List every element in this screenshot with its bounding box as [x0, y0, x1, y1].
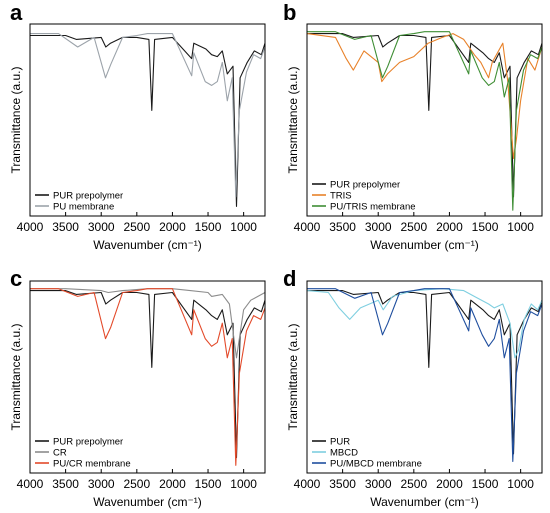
panel-a: a 4000 3500 3000 2500 2000 1500 1000 Wavenumber … [9, 0, 266, 252]
legend-label: PUR [330, 437, 350, 448]
x-tick-label: 1500 [472, 477, 499, 491]
x-tick-label: 2000 [159, 220, 186, 234]
legend-label: PUR prepolymer [53, 437, 123, 448]
x-tick-label: 2500 [123, 477, 150, 491]
x-tick-label: 3500 [329, 220, 356, 234]
series-line-2 [30, 288, 265, 466]
x-tick-label: 2500 [400, 477, 427, 491]
x-tick-label: 1500 [195, 477, 222, 491]
x-tick-label: 3500 [52, 477, 79, 491]
legend-label: PU/TRIS membrane [330, 202, 416, 213]
x-axis-title: Wavenumber (cm⁻¹) [370, 495, 479, 509]
x-tick-label: 3000 [365, 477, 392, 491]
plot-frame [29, 280, 266, 474]
y-axis-title: Transmittance (a.u.) [286, 324, 300, 431]
x-tick-label: 2000 [436, 477, 463, 491]
legend-label: PU membrane [53, 202, 114, 213]
x-tick-label: 2000 [436, 220, 463, 234]
x-tick-label: 3500 [52, 220, 79, 234]
y-axis-title: Transmittance (a.u.) [9, 67, 23, 174]
x-tick-label: 2500 [123, 220, 150, 234]
series-line-0 [30, 290, 265, 459]
x-tick-label: 1000 [230, 220, 257, 234]
x-axis-title: Wavenumber (cm⁻¹) [370, 238, 479, 252]
panel-d: d 4000 3500 3000 2500 2000 1500 1000 Wavenumber … [283, 266, 543, 509]
x-tick-label: 1000 [507, 220, 534, 234]
x-tick-label: 4000 [17, 220, 44, 234]
x-axis-title: Wavenumber (cm⁻¹) [93, 238, 202, 252]
series-line-1 [30, 33, 265, 198]
y-axis-title: Transmittance (a.u.) [9, 324, 23, 431]
series-line-0 [30, 34, 265, 207]
x-tick-label: 1500 [195, 220, 222, 234]
panel-letter: c [10, 266, 22, 291]
panel-c: c 4000 3500 3000 2500 2000 1500 1000 Wavenumber … [9, 266, 266, 509]
series-line-1 [30, 288, 265, 359]
x-tick-label: 1000 [507, 477, 534, 491]
legend-label: PU/MBCD membrane [330, 459, 422, 470]
plot-frame [306, 280, 543, 474]
plot-frame [29, 23, 266, 217]
x-axis-title: Wavenumber (cm⁻¹) [93, 495, 202, 509]
y-axis-title: Transmittance (a.u.) [286, 67, 300, 174]
panel-letter: d [283, 266, 296, 291]
series-line-1 [307, 33, 542, 159]
x-tick-label: 1000 [230, 477, 257, 491]
x-tick-label: 2000 [159, 477, 186, 491]
plot-frame [306, 23, 543, 217]
x-tick-label: 3000 [365, 220, 392, 234]
legend-label: MBCD [330, 448, 358, 459]
legend-label: PUR prepolymer [330, 180, 400, 191]
x-tick-label: 3000 [88, 477, 115, 491]
panel-b: b 4000 3500 3000 2500 2000 1500 1000 Wavenumber … [283, 0, 543, 252]
panel-letter: a [10, 0, 23, 25]
x-tick-label: 3500 [329, 477, 356, 491]
panel-letter: b [283, 0, 296, 25]
series-line-2 [307, 31, 542, 211]
legend-label: PUR prepolymer [53, 191, 123, 202]
x-tick-label: 4000 [294, 220, 321, 234]
x-tick-label: 4000 [294, 477, 321, 491]
x-tick-label: 2500 [400, 220, 427, 234]
series-line-2 [307, 288, 542, 463]
x-tick-label: 4000 [17, 477, 44, 491]
x-tick-label: 3000 [88, 220, 115, 234]
x-tick-label: 1500 [472, 220, 499, 234]
series-line-1 [307, 288, 542, 359]
legend-label: PU/CR membrane [53, 459, 131, 470]
series-line-0 [307, 33, 542, 198]
legend-label: TRIS [330, 191, 352, 202]
legend-label: CR [53, 448, 67, 459]
